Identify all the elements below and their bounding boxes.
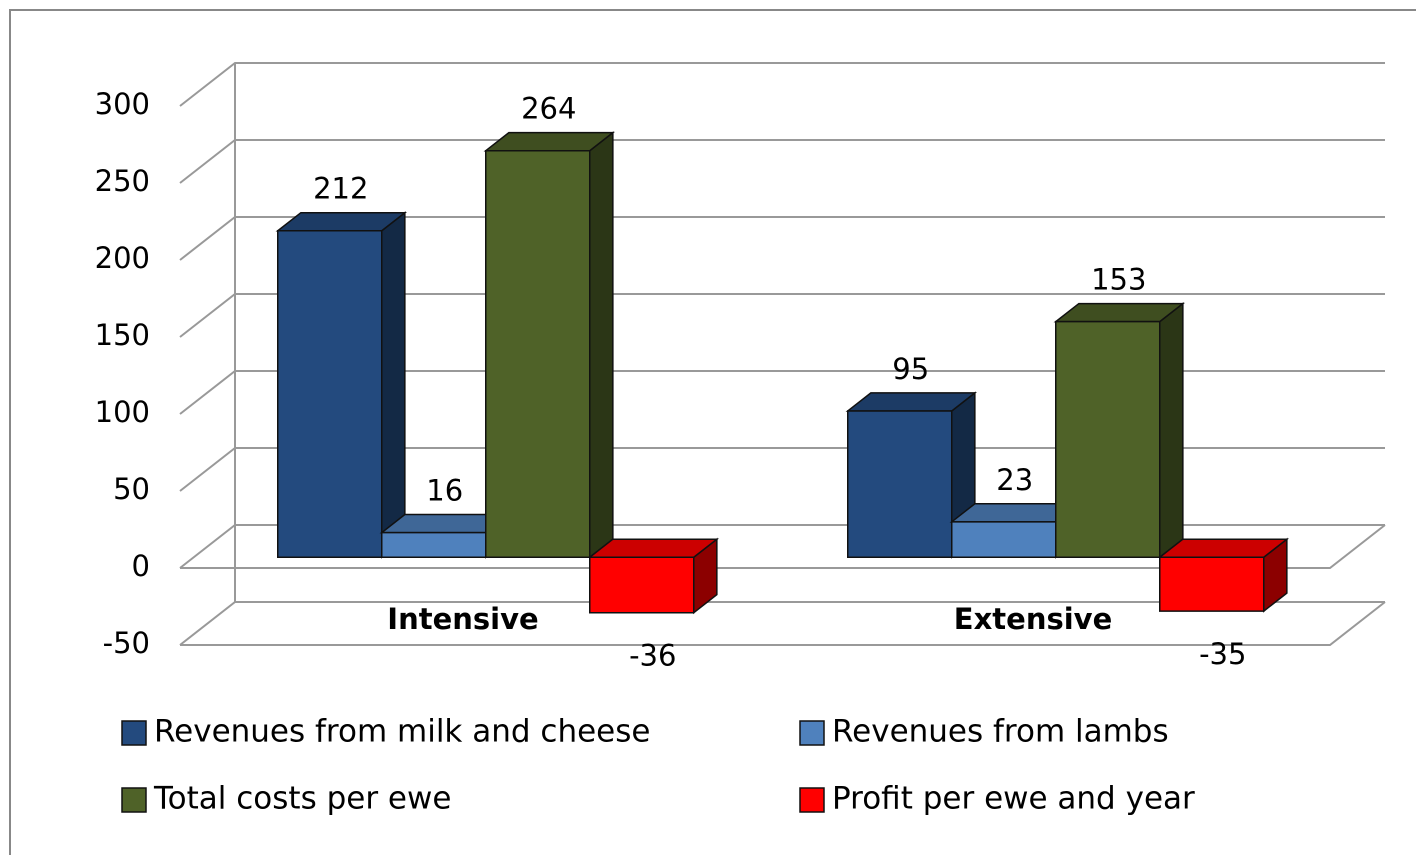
- legend-swatch: [121, 787, 147, 813]
- bar: [587, 537, 720, 615]
- bar-face: [845, 392, 978, 412]
- bar-face: [1055, 320, 1161, 558]
- y-tick-label: 250: [95, 164, 150, 198]
- legend-swatch: [121, 720, 147, 746]
- bar: [275, 211, 408, 559]
- bar-face: [483, 131, 616, 152]
- value-label: 153: [1091, 263, 1146, 297]
- floor-edge: [180, 601, 1386, 646]
- grid-line: [179, 62, 1385, 107]
- bar-face: [381, 531, 487, 558]
- bar-face: [1157, 538, 1290, 558]
- bar: [1157, 537, 1290, 613]
- legend-swatch: [799, 787, 825, 813]
- y-tick-label: 150: [95, 318, 150, 352]
- value-label: 264: [521, 92, 576, 126]
- legend-label: Total costs per ewe: [153, 781, 451, 817]
- bar-face: [587, 538, 720, 558]
- legend-label: Revenues from lambs: [832, 714, 1169, 750]
- y-tick-label: 100: [95, 395, 150, 429]
- legend-label: Revenues from milk and cheese: [154, 714, 650, 750]
- x-tick-label: Extensive: [954, 602, 1112, 636]
- bar-face: [1159, 302, 1184, 559]
- legend-swatch: [799, 720, 825, 746]
- bar-face: [847, 410, 953, 558]
- bar-face: [951, 521, 1057, 558]
- grid-line: [179, 370, 1385, 415]
- bar-face: [1159, 556, 1265, 612]
- value-label: 212: [313, 172, 368, 206]
- y-tick-label: 50: [113, 472, 150, 506]
- grid-line: [179, 293, 1385, 338]
- value-label: -36: [629, 639, 676, 673]
- grid-line: [179, 216, 1385, 261]
- bar-face: [277, 230, 383, 558]
- legend-label: Profit per ewe and year: [832, 781, 1195, 817]
- y-tick-label: -50: [103, 626, 150, 660]
- value-label: 16: [426, 474, 463, 508]
- bar-face: [381, 211, 406, 559]
- x-tick-label: Intensive: [387, 602, 538, 636]
- bar: [1053, 302, 1186, 559]
- bar-face: [1053, 302, 1186, 323]
- chart-border: [9, 9, 1416, 859]
- value-label: 95: [892, 352, 929, 386]
- bar: [483, 131, 616, 559]
- bar-face: [485, 149, 591, 558]
- floor-edge: [180, 524, 1386, 569]
- bar-face: [589, 556, 695, 614]
- y-tick-label: 300: [95, 87, 150, 121]
- value-label: -35: [1199, 637, 1246, 671]
- y-tick-label: 0: [132, 549, 150, 583]
- y-tick-label: 200: [95, 241, 150, 275]
- value-label: 23: [996, 463, 1033, 497]
- grid-line: [179, 447, 1385, 492]
- grid-line: [179, 139, 1385, 184]
- bar-face: [275, 211, 408, 232]
- grid-line: [179, 601, 1385, 646]
- bar-face: [589, 131, 614, 559]
